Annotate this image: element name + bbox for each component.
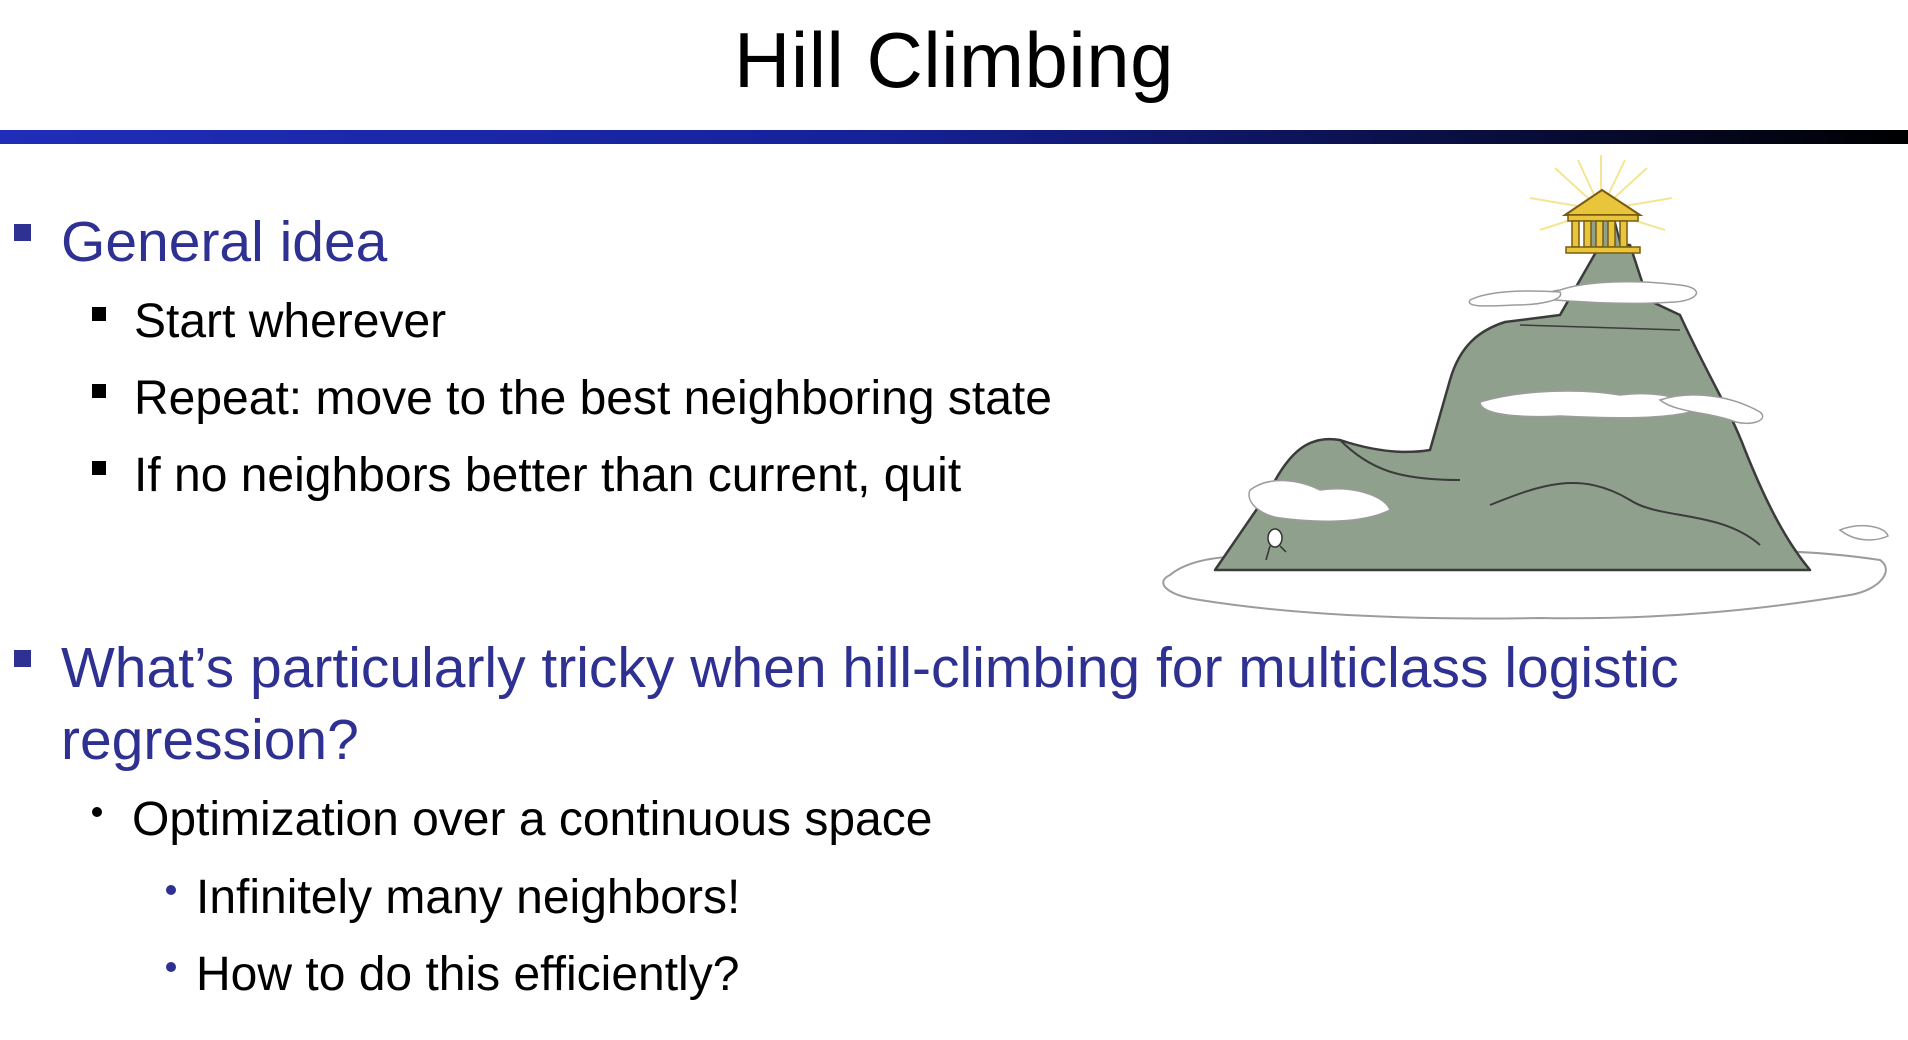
mountain-with-temple-icon	[1162, 155, 1889, 620]
round-bullet-icon	[92, 807, 102, 817]
bullet-general-idea: General idea	[14, 206, 387, 278]
bullet-text: If no neighbors better than current, qui…	[134, 449, 962, 502]
round-bullet-icon	[166, 885, 176, 895]
bullet-text: Repeat: move to the best neighboring sta…	[134, 372, 1052, 425]
square-bullet-icon	[92, 384, 106, 398]
temple-icon	[1561, 188, 1644, 254]
title-divider	[0, 130, 1908, 144]
bullet-tricky-question: What’s particularly tricky when hill-cli…	[14, 632, 1681, 776]
bullet-repeat-move: Repeat: move to the best neighboring sta…	[92, 369, 1052, 429]
square-bullet-icon	[14, 224, 31, 241]
bullet-infinitely-many: Infinitely many neighbors!	[166, 868, 740, 928]
bullet-text: What’s particularly tricky when hill-cli…	[61, 636, 1679, 772]
bullet-text: Optimization over a continuous space	[132, 793, 933, 846]
bullet-text: Start wherever	[134, 295, 447, 348]
climber-icon	[1265, 528, 1287, 561]
bullet-start-wherever: Start wherever	[92, 292, 446, 352]
square-bullet-icon	[92, 461, 106, 475]
square-bullet-icon	[92, 307, 106, 321]
round-bullet-icon	[166, 962, 176, 972]
bullet-continuous-space: Optimization over a continuous space	[92, 790, 932, 850]
bullet-text: How to do this efficiently?	[196, 948, 740, 1001]
square-bullet-icon	[14, 650, 31, 667]
bullet-efficiently: How to do this efficiently?	[166, 945, 739, 1005]
bullet-text: Infinitely many neighbors!	[196, 871, 741, 924]
slide-title: Hill Climbing	[734, 16, 1174, 104]
bullet-no-neighbors-quit: If no neighbors better than current, qui…	[92, 446, 961, 506]
bullet-text: General idea	[61, 210, 388, 274]
